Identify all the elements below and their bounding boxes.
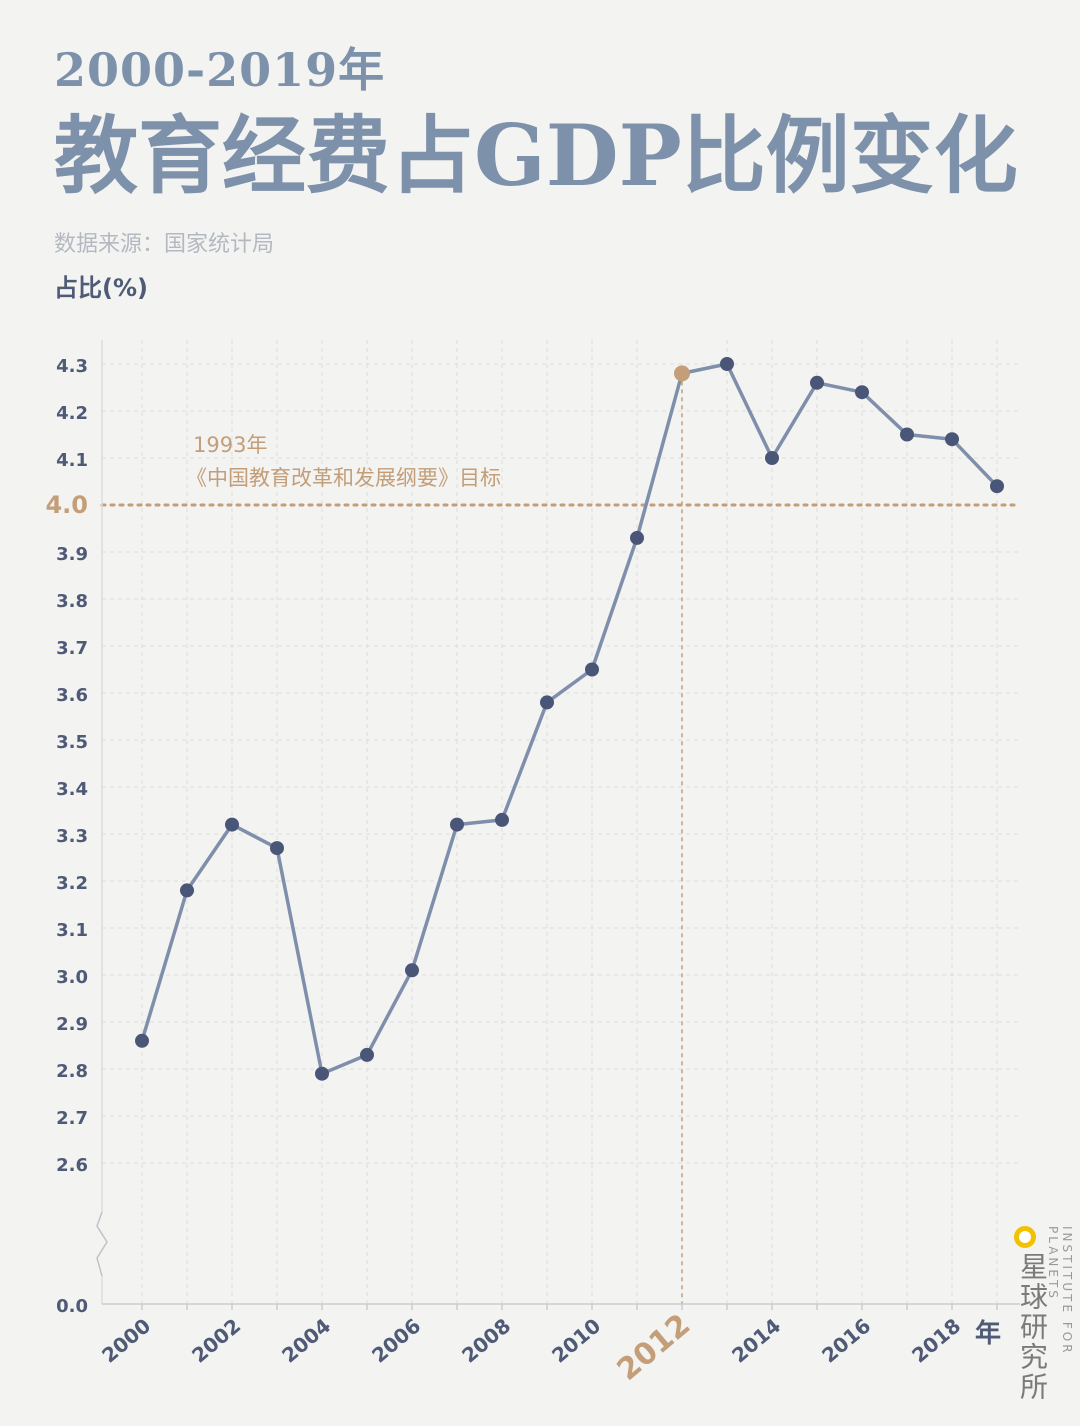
reference-annotation-goal: 《中国教育改革和发展纲要》目标	[186, 466, 501, 490]
data-point	[720, 357, 734, 371]
y-tick-label: 3.1	[56, 920, 88, 941]
y-tick-label: 2.7	[56, 1108, 88, 1129]
y-axis-label: 占比(%)	[54, 274, 148, 302]
data-point	[990, 479, 1004, 494]
data-point	[225, 817, 239, 832]
y-tick-label: 3.4	[56, 779, 88, 800]
brand-logo	[1014, 1226, 1036, 1248]
data-point	[450, 817, 464, 832]
x-tick-label: 2014	[727, 1313, 785, 1367]
y-tick-label: 0.0	[56, 1296, 88, 1317]
reference-line-group: 1993年《中国教育改革和发展纲要》目标	[100, 373, 1022, 1304]
y-tick-label: 4.0	[45, 491, 88, 519]
data-point	[855, 385, 869, 400]
y-tick-label: 3.3	[56, 826, 88, 847]
data-point	[945, 432, 959, 447]
y-tick-label: 2.6	[56, 1155, 88, 1176]
data-point	[405, 963, 419, 978]
x-tick-label: 2006	[367, 1313, 425, 1367]
data-point	[135, 1033, 149, 1048]
x-tick-label: 2018	[907, 1313, 965, 1367]
y-tick-label: 3.6	[56, 685, 88, 706]
x-tick-label: 2004	[277, 1313, 335, 1367]
x-tick-label: 2002	[187, 1313, 245, 1367]
x-tick-label: 2000	[97, 1313, 155, 1367]
y-tick-label: 4.2	[56, 403, 88, 424]
data-point-highlight	[674, 365, 690, 382]
data-point	[900, 427, 914, 442]
data-source: 数据来源：国家统计局	[54, 232, 275, 257]
data-point	[630, 530, 644, 545]
y-tick-label: 3.2	[56, 873, 88, 894]
y-tick-label: 2.8	[56, 1061, 88, 1082]
axes: 0.0 2.6 2.7 2.8 2.9 3.0 3.1 3.2 3.3 3.4 3.5 3.6 3.7 3…	[45, 340, 1020, 1388]
series	[135, 357, 1004, 1081]
data-point	[585, 662, 599, 677]
y-tick-label: 3.8	[56, 591, 88, 612]
y-tick-label: 3.0	[56, 967, 88, 988]
series-line	[140, 362, 999, 1076]
x-tick-label: 2016	[817, 1313, 875, 1367]
y-tick-label: 4.3	[56, 356, 88, 377]
x-tick-label: 2010	[547, 1313, 605, 1367]
brand-name-en: INSTITUTE FOR PLANETS	[1046, 1226, 1074, 1356]
y-tick-label: 4.1	[56, 450, 88, 471]
brand-name: 星球研究所	[1016, 1252, 1049, 1402]
data-point	[360, 1047, 374, 1062]
axis-break-mark	[96, 1211, 108, 1277]
x-tick-label: 2008	[457, 1313, 515, 1367]
data-point	[540, 695, 554, 710]
y-tick-label: 3.7	[56, 638, 88, 659]
data-point	[810, 375, 824, 390]
reference-annotation: 1993年	[193, 433, 267, 457]
x-axis-label: 年	[975, 1318, 1001, 1349]
data-point	[315, 1066, 329, 1081]
y-tick-label: 3.9	[56, 544, 88, 565]
data-point	[180, 883, 194, 898]
data-point	[270, 841, 284, 856]
data-point	[495, 812, 509, 827]
y-tick-label: 2.9	[56, 1014, 88, 1035]
y-tick-label: 3.5	[56, 732, 88, 753]
year-range: 2000-2019年	[54, 43, 386, 97]
page-title: 教育经费占GDP比例变化	[54, 106, 1018, 205]
x-tick-label: 2012	[611, 1307, 697, 1387]
header: 2000-2019年 教育经费占GDP比例变化 数据来源：国家统计局	[54, 40, 1018, 258]
data-point	[765, 451, 779, 465]
